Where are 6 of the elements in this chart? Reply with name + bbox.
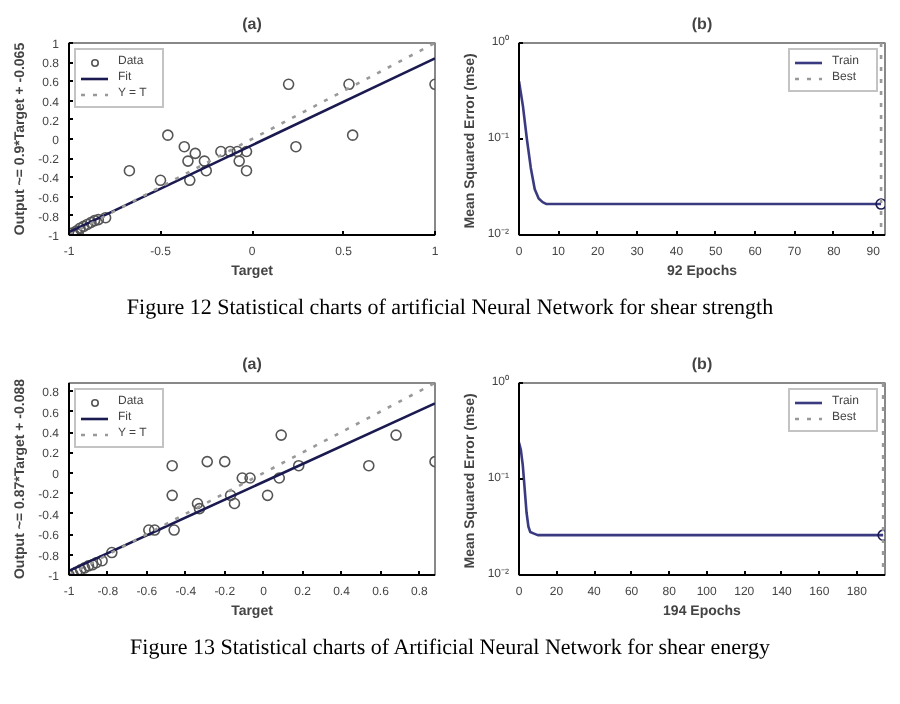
caption: Figure 12 Statistical charts of artificial Neural Network for shear strength <box>126 294 774 324</box>
caption: Figure 13 Statistical charts of Artificial Neural Network for shear energy <box>130 634 770 664</box>
chart-title: (b) <box>691 355 713 373</box>
chart-title: (a) <box>242 355 263 373</box>
chart-title: (a) <box>242 15 263 33</box>
chart-title: (b) <box>691 15 713 33</box>
